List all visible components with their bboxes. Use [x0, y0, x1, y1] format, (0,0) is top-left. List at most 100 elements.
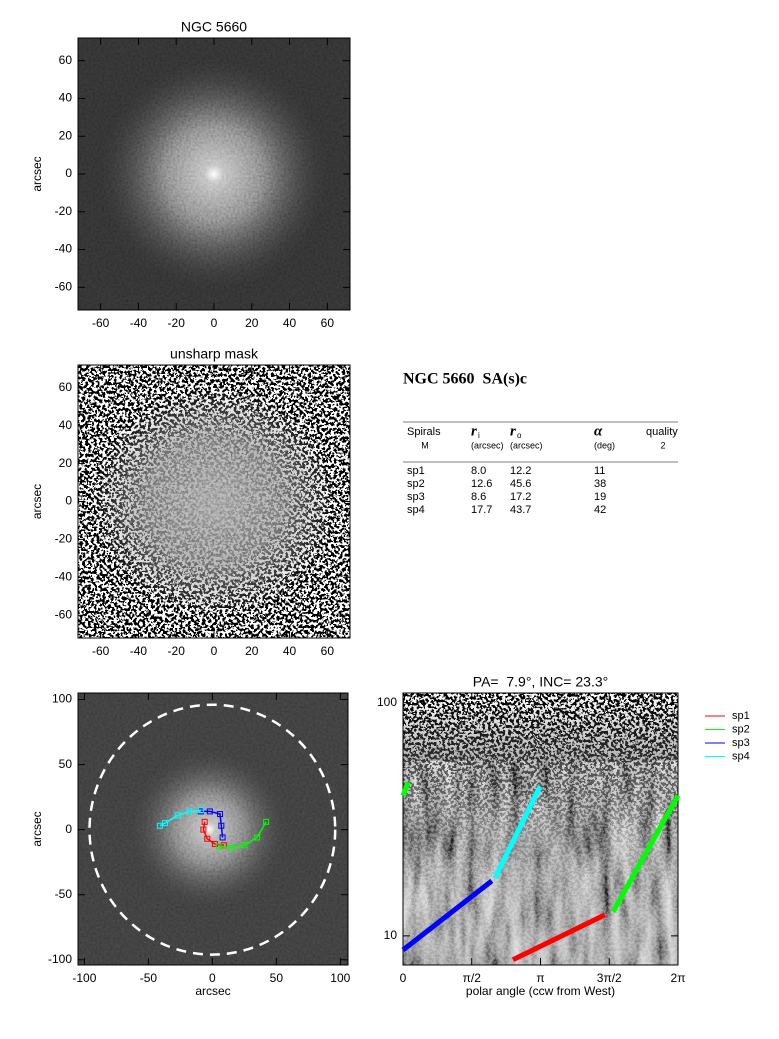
legend-label: sp4 [732, 750, 750, 762]
frame [77, 364, 351, 639]
arm-point [200, 826, 207, 833]
x-tick-label: 40 [283, 316, 297, 330]
legend-label: sp2 [732, 723, 750, 735]
arm-point [217, 811, 224, 818]
arm-point [219, 834, 226, 841]
table-cell: 12.2 [510, 465, 531, 477]
spiral-arm [200, 810, 224, 838]
table-cell: 42 [594, 504, 606, 516]
y-tick-label: -50 [55, 887, 73, 901]
x-tick-label: -100 [72, 971, 96, 985]
x-tick-label: 0 [211, 316, 218, 330]
spiral-arm [401, 878, 494, 952]
table-cell: 38 [594, 478, 606, 490]
x-tick-label: -60 [92, 644, 110, 658]
column-note: (arcsec) [510, 440, 543, 450]
y-tick-label: 40 [59, 91, 73, 105]
column-header: quality [646, 426, 678, 438]
legend-label: sp1 [732, 710, 750, 722]
panel-title: unsharp mask [170, 346, 259, 362]
y-tick-label: 0 [65, 166, 72, 180]
frame [77, 692, 349, 966]
table-cell: sp2 [407, 478, 425, 490]
image-noise [78, 693, 348, 965]
x-tick-label: 50 [270, 971, 284, 985]
panel-title: PA= 7.9°, INC= 23.3° [473, 674, 608, 690]
arm-point [254, 834, 261, 841]
spiral-arm [492, 785, 543, 880]
arm-point [215, 843, 222, 850]
x-tick-label: 20 [245, 644, 259, 658]
column-note: 2 [660, 440, 665, 450]
y-tick-label: -20 [55, 532, 73, 546]
spiral-arm [218, 821, 267, 849]
y-tick-label: 20 [59, 128, 73, 142]
y-tick-label: 60 [59, 53, 73, 67]
table-cell: 8.6 [471, 491, 486, 503]
x-tick-label: 40 [283, 644, 297, 658]
x-tick-label: 100 [330, 971, 350, 985]
legend-label: sp3 [732, 737, 750, 749]
y-axis-label: arcsec [30, 484, 44, 519]
y-tick-label: 20 [59, 456, 73, 470]
table-title: NGC 5660 SA(s)c [403, 371, 527, 388]
column-header: r [510, 423, 516, 439]
x-tick-label: 60 [321, 316, 335, 330]
x-axis-label: arcsec [195, 984, 230, 998]
table-cell: 17.7 [471, 504, 492, 516]
y-tick-label: -40 [55, 242, 73, 256]
arm-point [263, 818, 270, 825]
table-cell: 11 [594, 465, 605, 477]
x-tick-label: 20 [245, 316, 259, 330]
y-tick-label: -60 [55, 280, 73, 294]
table-cell: sp1 [407, 465, 425, 477]
x-tick-label: 0 [209, 971, 216, 985]
y-tick-label: -20 [55, 204, 73, 218]
y-tick-label: 60 [59, 380, 73, 394]
y-axis-label: arcsec [30, 156, 44, 191]
arm-point [201, 818, 208, 825]
arm-point [241, 842, 248, 849]
y-tick-label: 10 [384, 928, 398, 942]
frame [402, 692, 679, 966]
column-subscript: i [478, 431, 480, 440]
x-tick-label: 2π [671, 971, 686, 985]
arm-point [206, 808, 213, 815]
column-header: r [471, 423, 477, 439]
arm-point [228, 844, 235, 851]
table-cell: sp3 [407, 491, 425, 503]
x-axis-label: polar angle (ccw from West) [466, 984, 615, 998]
deprojection-circle [88, 703, 337, 956]
y-tick-label: -60 [55, 607, 73, 621]
y-tick-label: 40 [59, 418, 73, 432]
y-tick-label: 0 [65, 494, 72, 508]
y-tick-label: 100 [52, 692, 72, 706]
column-subscript: o [517, 431, 522, 440]
x-tick-label: -20 [168, 316, 186, 330]
arm-point [204, 835, 211, 842]
column-header: α [594, 423, 603, 439]
table-cell: 8.0 [471, 465, 486, 477]
spiral-arm [511, 912, 606, 962]
x-tick-label: 0 [211, 644, 218, 658]
column-header: Spirals [407, 426, 441, 438]
column-note: (arcsec) [471, 440, 504, 450]
arm-point [174, 812, 181, 819]
table-cell: sp4 [407, 504, 425, 516]
y-tick-label: -40 [55, 570, 73, 584]
x-tick-label: 0 [400, 971, 407, 985]
image-streaks [403, 761, 678, 965]
x-tick-label: 60 [321, 644, 335, 658]
x-tick-label: -20 [168, 644, 186, 658]
x-tick-label: 3π/2 [597, 971, 622, 985]
table-cell: 12.6 [471, 478, 492, 490]
image-noise [78, 365, 350, 638]
x-tick-label: -40 [130, 644, 148, 658]
table-cell: 17.2 [510, 491, 531, 503]
arm-point [218, 822, 225, 829]
spiral-arm [159, 809, 201, 827]
spiral-arm [400, 781, 681, 913]
panel-title: NGC 5660 [181, 19, 247, 35]
